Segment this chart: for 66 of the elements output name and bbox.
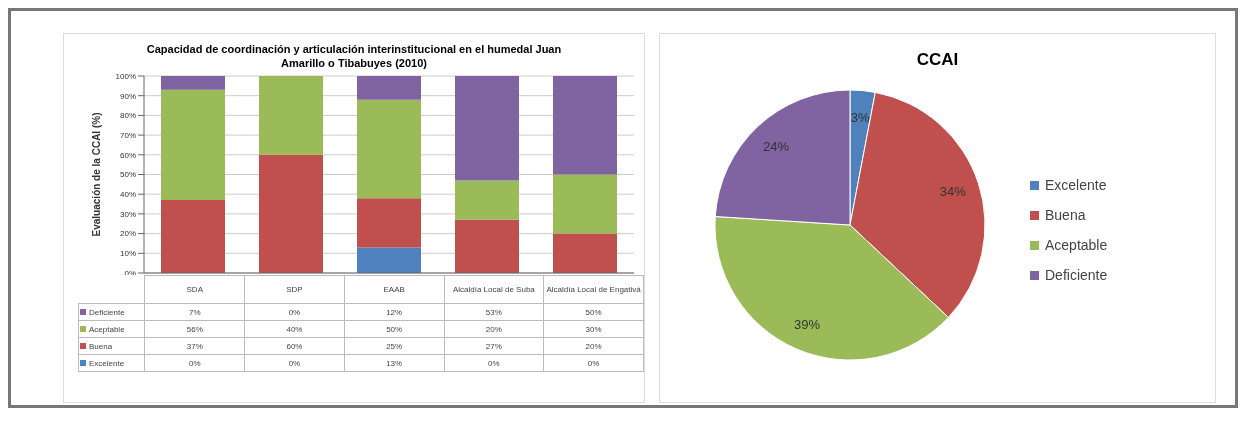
bar <box>455 180 519 220</box>
data-label: 39% <box>794 316 821 332</box>
legend-label: Deficiente <box>78 303 145 321</box>
data-label: 0% <box>543 354 644 372</box>
bar <box>357 198 421 248</box>
x-tick-label: Alcaldía Local de Suba <box>444 275 544 304</box>
y-axis-title: Evaluación de la CCAI (%) <box>90 112 102 237</box>
bar <box>357 247 421 273</box>
data-label: 24% <box>763 138 790 154</box>
data-label: 3% <box>850 109 870 125</box>
y-tick-label: 40% <box>119 190 136 200</box>
data-label: 30% <box>543 320 644 338</box>
x-tick-label: EAAB <box>344 275 444 304</box>
legend-label: Buena <box>78 337 145 355</box>
bar <box>259 154 323 273</box>
data-label: 40% <box>244 320 345 338</box>
chart-title: Capacidad de coordinación y articulación interinstitucional en el humedal Juan Amarillo o Tibabuyes (2010) <box>145 42 563 70</box>
bar <box>553 76 617 175</box>
legend-label: Aceptable <box>78 320 145 338</box>
data-label: 0% <box>244 354 345 372</box>
data-label: 13% <box>344 354 444 372</box>
data-label: 20% <box>444 320 544 338</box>
y-tick-label: 20% <box>119 229 136 239</box>
data-label: 0% <box>244 303 345 321</box>
bar <box>455 219 519 273</box>
data-label: 0% <box>144 354 245 372</box>
bar <box>455 76 519 181</box>
data-label: 50% <box>344 320 444 338</box>
x-tick-label: Alcaldía Local de Engativá <box>543 275 644 304</box>
y-tick-label: 100% <box>115 71 136 81</box>
data-label: 50% <box>543 303 644 321</box>
chart-title: CCAI <box>915 49 960 70</box>
bar <box>259 76 323 155</box>
legend-label: Deficiente <box>1044 267 1108 283</box>
data-label: 60% <box>244 337 345 355</box>
data-label: 53% <box>444 303 544 321</box>
data-label: 7% <box>144 303 245 321</box>
data-label: 37% <box>144 337 245 355</box>
y-tick-label: 0% <box>124 268 136 278</box>
bar <box>357 99 421 199</box>
legend-label: Buena <box>1044 207 1087 223</box>
data-label: 27% <box>444 337 544 355</box>
data-label: 56% <box>144 320 245 338</box>
data-label: 0% <box>444 354 544 372</box>
data-label: 34% <box>939 184 967 200</box>
legend-label: Aceptable <box>1044 237 1108 253</box>
bar <box>553 233 617 273</box>
x-tick-label: SDA <box>144 275 245 304</box>
bar <box>553 174 617 234</box>
bar <box>161 76 225 90</box>
y-tick-label: 70% <box>119 130 136 140</box>
y-tick-label: 10% <box>119 249 136 259</box>
legend-label: Excelente <box>1044 177 1108 193</box>
bar <box>161 89 225 201</box>
data-label: 25% <box>344 337 444 355</box>
y-tick-label: 50% <box>119 170 136 180</box>
y-tick-label: 30% <box>119 209 136 219</box>
x-tick-label: SDP <box>244 275 345 304</box>
y-tick-label: 60% <box>119 150 136 160</box>
bar <box>357 76 421 100</box>
y-tick-label: 90% <box>119 91 136 101</box>
data-label: 12% <box>344 303 444 321</box>
data-label: 20% <box>543 337 644 355</box>
y-tick-label: 80% <box>119 111 136 121</box>
bar <box>161 200 225 273</box>
legend-label: Excelente <box>78 354 145 372</box>
